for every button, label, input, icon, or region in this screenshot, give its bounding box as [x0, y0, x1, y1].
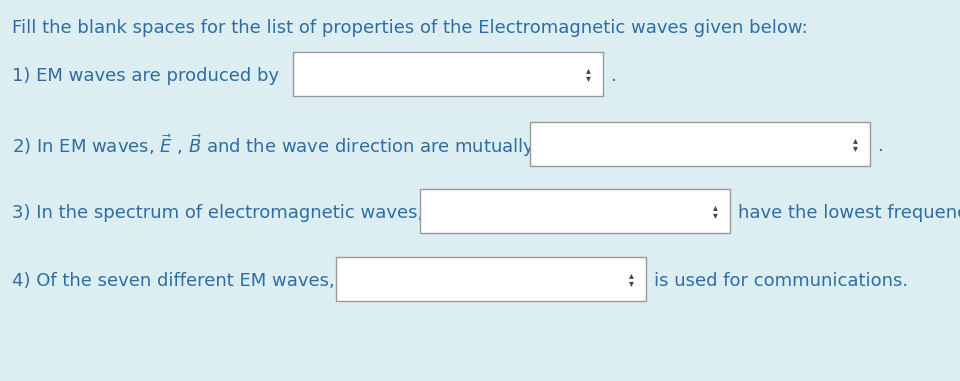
Text: have the lowest frequency.: have the lowest frequency.	[738, 204, 960, 222]
Text: is used for communications.: is used for communications.	[654, 272, 908, 290]
Text: ▴
▾: ▴ ▾	[712, 202, 717, 220]
Bar	[293, 52, 603, 96]
Text: 4) Of the seven different EM waves,: 4) Of the seven different EM waves,	[12, 272, 335, 290]
Bar	[420, 189, 730, 233]
Text: .: .	[877, 137, 883, 155]
Text: 2) In EM waves, $\vec{E}$ , $\vec{B}$ and the wave direction are mutually: 2) In EM waves, $\vec{E}$ , $\vec{B}$ an…	[12, 133, 535, 159]
Text: .: .	[610, 67, 615, 85]
Text: ▴
▾: ▴ ▾	[852, 135, 857, 153]
Text: ▴
▾: ▴ ▾	[586, 65, 590, 83]
Text: ▴
▾: ▴ ▾	[629, 270, 634, 288]
Bar	[530, 122, 870, 166]
Text: 3) In the spectrum of electromagnetic waves,: 3) In the spectrum of electromagnetic wa…	[12, 204, 423, 222]
Bar	[336, 257, 646, 301]
Text: Fill the blank spaces for the list of properties of the Electromagnetic waves gi: Fill the blank spaces for the list of pr…	[12, 19, 807, 37]
Text: 1) EM waves are produced by: 1) EM waves are produced by	[12, 67, 279, 85]
